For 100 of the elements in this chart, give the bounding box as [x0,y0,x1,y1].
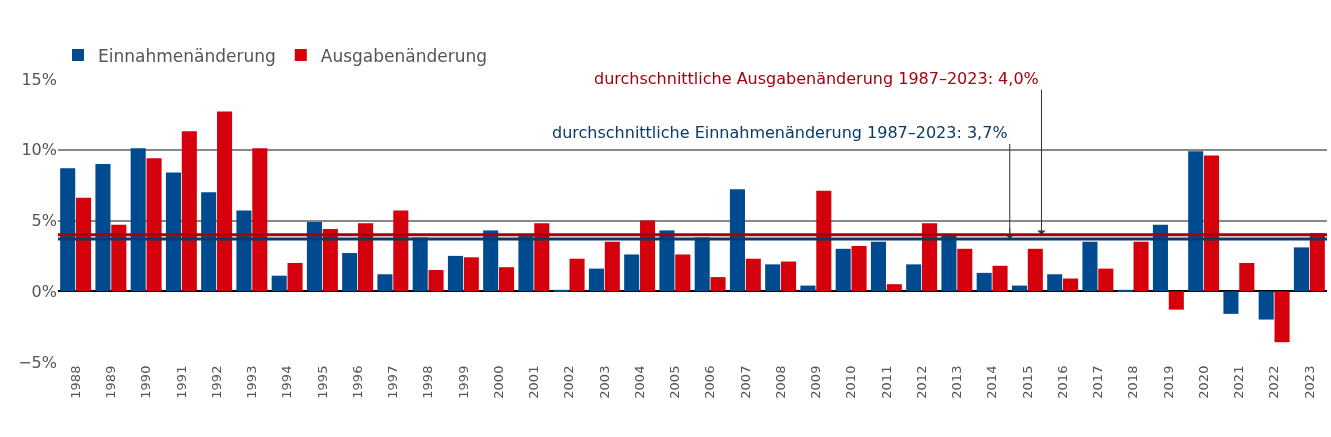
y-tick-label: 10% [21,140,57,160]
x-tick-label: 1994 [279,365,295,399]
bar [217,111,233,292]
bar [236,210,252,292]
x-tick-label: 2012 [913,365,929,399]
x-tick-label: 1993 [244,365,260,399]
bar [976,272,992,292]
bar [1133,241,1149,292]
bar [1168,291,1184,310]
bar [342,253,358,292]
bar [729,189,745,292]
bar [252,148,268,292]
y-tick-label: 5% [31,211,57,231]
bar [322,228,338,292]
x-tick-label: 2014 [984,365,1000,399]
bar [447,255,463,292]
x-tick-label: 1992 [208,365,224,399]
bar [1047,274,1063,292]
x-tick-label: 1990 [138,365,154,399]
bar [694,237,710,292]
bar [1274,291,1290,343]
x-tick-label: 1998 [420,365,436,399]
bar [201,192,217,292]
bar [271,275,287,292]
bar [377,274,393,292]
x-tick-label: 2007 [737,365,753,399]
x-tick-label: 2021 [1231,365,1247,399]
bar [870,241,886,292]
bar [146,158,162,292]
bar [624,254,640,292]
x-tick-label: 2019 [1160,365,1176,399]
bar [1239,262,1255,292]
legend-label: Einnahmenänderung [98,45,276,66]
x-tick-label: 1989 [103,365,119,399]
bar [483,230,499,292]
x-tick-label: 2008 [772,365,788,399]
bar [1063,278,1079,292]
x-tick-label: 2023 [1301,365,1317,399]
x-tick-label: 1999 [455,365,471,399]
bar [835,248,851,292]
x-tick-label: 2005 [667,365,683,399]
bar [130,148,146,292]
bar [588,268,604,292]
bar [499,267,515,292]
x-tick-label: 2013 [949,365,965,399]
bar [60,168,76,292]
bar [1204,155,1220,292]
bar [1152,224,1168,292]
bar [534,223,550,292]
bar [111,224,127,292]
bar [675,254,691,292]
x-tick-label: 2003 [596,365,612,399]
y-tick-label: 15% [21,69,57,89]
bar [816,190,832,292]
bar [851,245,867,292]
bar [906,264,922,292]
y-tick-label: 0% [31,281,57,301]
bar [181,131,197,292]
x-tick-label: 2022 [1266,365,1282,399]
bar [992,265,1008,292]
bar [745,258,761,292]
bar [1223,291,1239,314]
x-tick-label: 2004 [631,365,647,399]
bar [1258,291,1274,320]
bar [957,248,973,292]
bar [428,270,444,292]
bar [941,234,957,292]
bar [287,262,303,292]
x-tick-label: 2020 [1195,365,1211,399]
bar [463,257,479,292]
x-tick-label: 2002 [561,365,577,399]
x-tick-label: 2018 [1125,365,1141,399]
x-tick-label: 2006 [702,365,718,399]
bar [922,223,938,292]
bar [569,258,585,292]
bar [306,221,322,292]
x-tick-label: 1988 [67,365,83,399]
x-tick-label: 2015 [1019,365,1035,399]
bar [1098,268,1114,292]
x-tick-label: 2016 [1054,365,1070,399]
bar [76,197,92,292]
bar [659,230,675,292]
y-tick-label: −5% [18,352,57,372]
bar [412,237,428,292]
bar [358,223,374,292]
bar [710,277,726,292]
bar [518,236,534,292]
bar [393,210,409,292]
x-tick-label: 2001 [526,365,542,399]
bar [1293,247,1309,292]
bar [553,289,569,292]
x-tick-label: 1996 [349,365,365,399]
x-tick-label: 1997 [385,365,401,399]
x-tick-label: 1995 [314,365,330,399]
x-tick-label: 1991 [173,365,189,399]
x-tick-label: 2011 [878,365,894,399]
bar [1117,289,1133,292]
bar [95,163,111,292]
x-tick-label: 2009 [808,365,824,399]
bar [1188,151,1204,292]
